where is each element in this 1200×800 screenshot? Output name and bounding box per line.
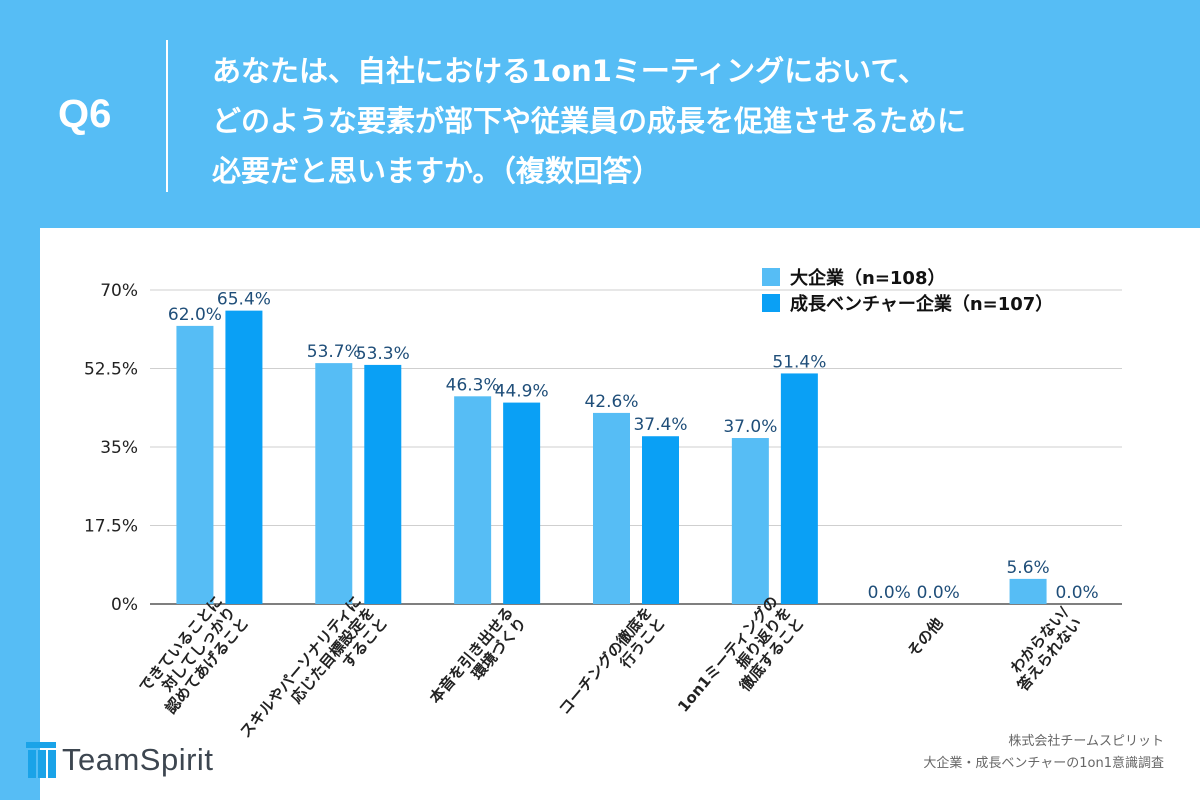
data-label: 51.4% xyxy=(772,352,826,372)
bar-large-company xyxy=(731,438,769,604)
x-tick-label: できていることに対してしっかり認めてあげること xyxy=(135,592,252,717)
x-tick-label: コーチングの徹底を行うこと xyxy=(555,603,669,729)
data-label: 0.0% xyxy=(917,583,960,603)
y-tick-label: 0% xyxy=(111,595,138,615)
data-label: 0.0% xyxy=(1055,583,1098,603)
credit-company: 株式会社チームスピリット xyxy=(1008,734,1164,749)
brand-name: TeamSpirit xyxy=(62,742,214,777)
svg-text:スキルやパーソナリティに応じた目標設定をすること: スキルやパーソナリティに応じた目標設定をすること xyxy=(236,592,391,763)
teamspirit-logo-icon xyxy=(26,742,56,778)
x-tick-label: その他 xyxy=(904,614,947,660)
y-tick-label: 17.5% xyxy=(84,517,138,537)
data-label: 37.4% xyxy=(633,415,687,435)
svg-text:その他: その他 xyxy=(904,614,947,660)
question-number: Q6 xyxy=(58,92,112,136)
data-label: 62.0% xyxy=(168,305,222,325)
x-tick-label: スキルやパーソナリティに応じた目標設定をすること xyxy=(236,592,391,763)
legend-swatch xyxy=(762,268,780,286)
data-label: 53.3% xyxy=(356,344,410,364)
bar-large-company xyxy=(315,363,353,604)
legend-label: 大企業（n=108） xyxy=(790,267,945,289)
svg-text:できていることに対してしっかり認めてあげること: できていることに対してしっかり認めてあげること xyxy=(135,592,252,717)
bar-venture xyxy=(225,310,263,604)
data-label: 37.0% xyxy=(723,417,777,437)
question-line-2: どのような要素が部下や従業員の成長を促進させるために xyxy=(212,104,967,138)
bar-large-company xyxy=(176,325,214,604)
teamspirit-logo: TeamSpirit xyxy=(26,740,213,780)
bar-large-company xyxy=(454,396,492,604)
bar-venture xyxy=(503,402,541,604)
x-tick-label: 本音を引き出せる環境づくり xyxy=(426,603,530,717)
question-line-1: あなたは、自社における1on1ミーティングにおいて、 xyxy=(212,54,927,88)
y-tick-label: 70% xyxy=(100,281,138,301)
bar-large-company xyxy=(1009,578,1047,604)
x-tick-label: わからない/答えられない xyxy=(1001,603,1086,695)
legend-swatch xyxy=(762,294,780,312)
bar-large-company xyxy=(593,412,630,604)
bar-venture xyxy=(642,436,679,604)
y-tick-label: 52.5% xyxy=(84,360,138,380)
data-label: 0.0% xyxy=(868,583,911,603)
bar-chart: 0% 17.5% 35% 52.5% 70% 62.0%65.4% できていることに対してし… xyxy=(84,267,1122,763)
data-label: 44.9% xyxy=(495,382,549,402)
y-tick-label: 35% xyxy=(100,438,138,458)
data-label: 53.7% xyxy=(307,342,361,362)
x-tick-label: 1on1ミーティングの振り返りを徹底すること xyxy=(674,592,808,737)
bar-venture xyxy=(364,364,402,604)
svg-text:わからない/答えられない: わからない/答えられない xyxy=(1001,603,1086,695)
data-label: 46.3% xyxy=(446,375,500,395)
data-label: 65.4% xyxy=(217,290,271,310)
header-divider xyxy=(166,40,168,192)
credit-survey: 大企業・成長ベンチャーの1on1意識調査 xyxy=(923,756,1164,771)
svg-text:コーチングの徹底を行うこと: コーチングの徹底を行うこと xyxy=(555,603,669,729)
svg-text:本音を引き出せる環境づくり: 本音を引き出せる環境づくり xyxy=(426,603,530,717)
question-text: あなたは、自社における1on1ミーティングにおいて、 どのような要素が部下や従業… xyxy=(212,46,1172,196)
svg-text:1on1ミーティングの振り返りを徹底すること: 1on1ミーティングの振り返りを徹底すること xyxy=(674,592,808,737)
data-label: 5.6% xyxy=(1006,558,1049,578)
bar-venture xyxy=(780,373,818,604)
data-label: 42.6% xyxy=(584,392,638,412)
question-header: Q6 あなたは、自社における1on1ミーティングにおいて、 どのような要素が部下… xyxy=(0,0,1200,228)
legend-label: 成長ベンチャー企業（n=107） xyxy=(790,293,1053,315)
question-line-3: 必要だと思いますか。（複数回答） xyxy=(212,154,661,188)
chart-panel: 0% 17.5% 35% 52.5% 70% 62.0% 65.4% できていることに対してし… xyxy=(40,228,1200,800)
source-credit: 株式会社チームスピリット 大企業・成長ベンチャーの1on1意識調査 xyxy=(923,731,1164,775)
